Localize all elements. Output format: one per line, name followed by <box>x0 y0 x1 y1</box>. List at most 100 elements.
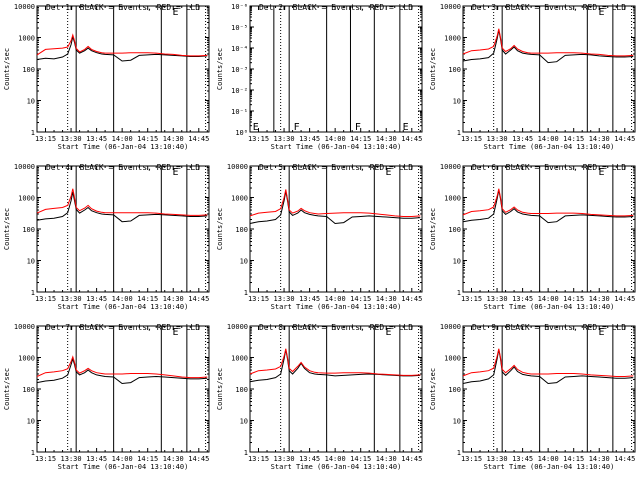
series-line-lld <box>462 188 634 217</box>
y-tick-label: 10000 <box>14 3 35 11</box>
x-tick-label: 14:15 <box>137 455 158 463</box>
series-line-events <box>462 190 634 224</box>
y-tick-label: 1 <box>31 129 35 137</box>
x-tick-label: 14:15 <box>563 455 584 463</box>
y-tick-label: 100 <box>235 386 248 394</box>
x-tick-label: 14:00 <box>325 455 346 463</box>
y-tick-label: 10000 <box>227 323 248 331</box>
series-line-lld <box>249 348 421 376</box>
y-tick-label: 10 <box>27 418 35 426</box>
x-tick-label: 13:30 <box>274 135 295 143</box>
y-tick-label: 1 <box>244 449 248 457</box>
x-tick-label: 14:45 <box>614 295 635 303</box>
y-tick-label: 100 <box>22 386 35 394</box>
x-tick-label: 14:00 <box>325 135 346 143</box>
x-axis-label: Start Time (06-Jan-04 13:10:40) <box>271 143 402 151</box>
x-tick-label: 13:45 <box>512 135 533 143</box>
attenuator-label: F <box>355 122 361 133</box>
panel-title: Det 2r BLACK = Events, RED = LLD <box>259 3 413 12</box>
detector-panel: 1 10 100 1000 10000 13:15 13:30 13:45 14:00 14:15… <box>429 3 636 151</box>
x-tick-label: 14:30 <box>163 135 184 143</box>
detector-panel: 1 10 100 1000 10000 13:15 13:30 13:45 14:00 14:15… <box>429 323 636 471</box>
series-line-lld <box>462 348 634 377</box>
y-tick-label: 10000 <box>14 323 35 331</box>
series-line-events <box>36 357 208 385</box>
panel-title: Det 3r BLACK = Events, RED = LLD <box>472 3 626 12</box>
series-line-lld <box>36 188 208 216</box>
detector-panel: 10⁰ 10⁻¹ 10⁻² 10⁻³ 10⁻⁴ 10⁻⁵ 10⁻⁶ 13:15 13:30 13:… <box>216 3 423 151</box>
plot-frame <box>462 165 636 293</box>
y-axis-label: Counts/sec <box>429 208 437 250</box>
x-tick-label: 13:30 <box>274 455 295 463</box>
series-line-events <box>249 191 421 225</box>
x-tick-label: 14:30 <box>376 135 397 143</box>
x-tick-label: 14:45 <box>401 455 422 463</box>
y-tick-label: 10 <box>453 418 461 426</box>
x-tick-label: 13:30 <box>274 295 295 303</box>
y-tick-label: 100 <box>448 66 461 74</box>
x-tick-label: 13:15 <box>461 455 482 463</box>
attenuator-label: E <box>599 327 605 338</box>
series-line-events <box>36 191 208 223</box>
y-axis-label: Counts/sec <box>429 368 437 410</box>
panel-title: Det 7r BLACK = Events, RED = LLD <box>46 323 200 332</box>
y-tick-label: 1 <box>457 129 461 137</box>
attenuator-label: E <box>173 167 179 178</box>
x-tick-label: 14:45 <box>188 295 209 303</box>
y-tick-label: 10 <box>453 98 461 106</box>
x-axis-label: Start Time (06-Jan-04 13:10:40) <box>58 303 189 311</box>
plot-frame <box>249 325 423 453</box>
x-tick-label: 13:30 <box>61 295 82 303</box>
y-tick-label: 1 <box>31 289 35 297</box>
y-tick-label: 100 <box>448 226 461 234</box>
x-tick-label: 13:30 <box>487 135 508 143</box>
x-tick-label: 13:45 <box>299 455 320 463</box>
panel-title: Det 8r BLACK = Events, RED = LLD <box>259 323 413 332</box>
x-tick-label: 14:45 <box>614 455 635 463</box>
x-tick-label: 14:00 <box>538 135 559 143</box>
detector-panel: 1 10 100 1000 10000 13:15 13:30 13:45 14:00 14:15… <box>3 323 210 471</box>
x-axis-label: Start Time (06-Jan-04 13:10:40) <box>271 463 402 471</box>
x-tick-label: 13:30 <box>61 135 82 143</box>
attenuator-label: E <box>599 167 605 178</box>
x-tick-label: 14:00 <box>112 295 133 303</box>
x-tick-label: 13:45 <box>86 295 107 303</box>
y-tick-label: 1 <box>457 449 461 457</box>
panel-title: Det 1r BLACK = Events, RED = LLD <box>46 3 200 12</box>
y-tick-label: 10⁻⁶ <box>231 3 248 11</box>
x-tick-label: 14:00 <box>538 295 559 303</box>
x-tick-label: 14:45 <box>188 135 209 143</box>
series-line-lld <box>462 28 634 57</box>
y-tick-label: 10⁻⁵ <box>231 24 248 32</box>
series-line-events <box>462 349 634 385</box>
y-tick-label: 1 <box>31 449 35 457</box>
y-tick-label: 1000 <box>444 35 461 43</box>
y-tick-label: 10000 <box>440 3 461 11</box>
y-tick-label: 1000 <box>18 195 35 203</box>
series-line-events <box>36 34 208 62</box>
y-tick-label: 1000 <box>18 35 35 43</box>
x-tick-label: 13:45 <box>299 295 320 303</box>
y-axis-label: Counts/sec <box>216 208 224 250</box>
y-axis-label: Counts/sec <box>216 368 224 410</box>
detector-panel: 1 10 100 1000 10000 13:15 13:30 13:45 14:00 14:15… <box>429 163 636 311</box>
y-tick-label: 10000 <box>440 163 461 171</box>
attenuator-label: F <box>294 122 300 133</box>
x-axis-label: Start Time (06-Jan-04 13:10:40) <box>484 303 615 311</box>
x-tick-label: 13:45 <box>86 135 107 143</box>
x-tick-label: 13:15 <box>35 295 56 303</box>
y-tick-label: 10⁻³ <box>231 66 248 74</box>
x-tick-label: 14:00 <box>112 455 133 463</box>
x-axis-label: Start Time (06-Jan-04 13:10:40) <box>271 303 402 311</box>
x-tick-label: 14:15 <box>137 295 158 303</box>
y-tick-label: 1000 <box>444 355 461 363</box>
y-tick-label: 100 <box>22 66 35 74</box>
x-tick-label: 14:30 <box>163 455 184 463</box>
x-axis-label: Start Time (06-Jan-04 13:10:40) <box>484 463 615 471</box>
plot-frame <box>249 165 423 293</box>
x-tick-label: 14:45 <box>614 135 635 143</box>
x-axis-label: Start Time (06-Jan-04 13:10:40) <box>58 143 189 151</box>
y-tick-label: 100 <box>22 226 35 234</box>
attenuator-label: E <box>173 327 179 338</box>
